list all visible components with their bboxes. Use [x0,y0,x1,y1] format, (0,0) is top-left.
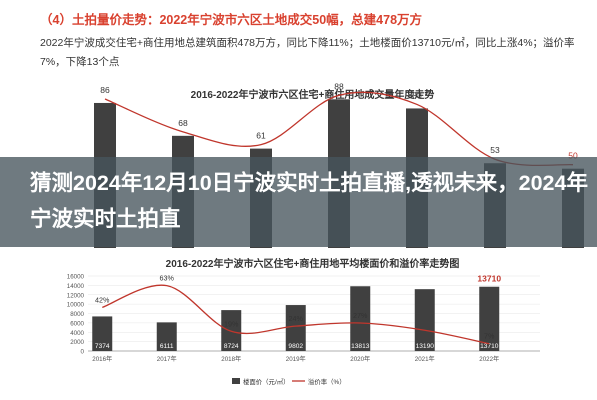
price-bar [479,286,500,351]
volume-data-label: 68 [178,118,188,128]
price-y-tick-label: 16000 [67,274,85,281]
price-x-tick-label: 2019年 [286,355,306,363]
legend-bar-swatch [232,378,240,384]
price-y-tick-label: 2000 [70,339,84,346]
volume-data-label: 53 [490,145,500,155]
section-title: （4）土拍量价走势：2022年宁波市六区土地成交50幅，总建478万方 [40,13,423,27]
section-body: 2022年宁波成交住宅+商住用地总建筑面积478万方，同比下降11%；土地楼面价… [40,37,575,68]
price-bar [414,289,435,351]
price-y-tick-label: 14000 [67,283,85,290]
premium-rate-line [102,284,490,345]
price-y-tick-label: 6000 [70,320,84,327]
chart-volume-panel: 2016-2022年宁波市六区住宅+商住用地成交量年度走势 [40,80,585,168]
price-x-tick-label: 2020年 [350,355,370,363]
price-bar [156,322,177,351]
price-x-tick-label: 2017年 [157,355,177,363]
premium-rate-label: 63% [160,274,175,283]
price-bar [92,316,113,351]
price-bar [350,286,371,351]
price-x-tick-label: 2016年 [92,355,112,363]
price-bar-value-label: 6111 [160,343,174,350]
headline-text: 猜测2024年12月10日宁波实时土拍直播,透视未来，2024年宁波实时土拍直 [30,171,588,231]
price-bar-value-label: 13813 [351,343,370,350]
chart-price-title: 2016-2022年宁波市六区住宅+商住用地平均楼面价和溢价率走势图 [165,259,460,270]
price-bar-value-label: 13710 [480,343,499,350]
price-x-tick-label: 2021年 [415,355,435,363]
price-x-tick-label: 2022年 [479,355,499,363]
price-bar-value-label: 8724 [224,343,239,350]
premium-rate-label: 7% [484,332,495,341]
volume-data-label: 50 [568,151,578,161]
premium-rate-label: 27% [353,311,368,320]
price-bar-value-label: 9802 [288,343,303,350]
price-bar [221,310,242,351]
price-last-bar-callout: 13710 [477,274,501,284]
price-y-tick-label: 8000 [70,311,84,318]
volume-data-label: 61 [256,131,266,141]
price-bar [285,305,306,351]
legend-line-label: 溢价率（%） [308,377,346,386]
premium-rate-label: 42% [95,295,110,304]
price-y-tick-label: 10000 [67,302,85,309]
price-y-tick-label: 12000 [67,292,85,299]
legend-bar-label: 楼面价（元/㎡） [243,377,290,386]
price-y-tick-label: 0 [81,349,85,356]
premium-rate-label: 19% [224,319,239,328]
price-bar-value-label: 7374 [95,343,110,350]
price-bar-value-label: 13190 [416,343,435,350]
chart-volume-title: 2016-2022年宁波市六区住宅+商住用地成交量年度走势 [190,90,435,101]
volume-data-label: 88 [334,81,344,91]
headline-banner: 猜测2024年12月10日宁波实时土拍直播,透视未来，2024年宁波实时土拍直 [0,157,597,247]
volume-data-label: 86 [100,85,110,95]
premium-rate-label: 24% [289,314,304,323]
volume-data-label: 83 [412,90,422,100]
price-y-tick-label: 4000 [70,330,84,337]
price-x-tick-label: 2018年 [221,355,241,363]
